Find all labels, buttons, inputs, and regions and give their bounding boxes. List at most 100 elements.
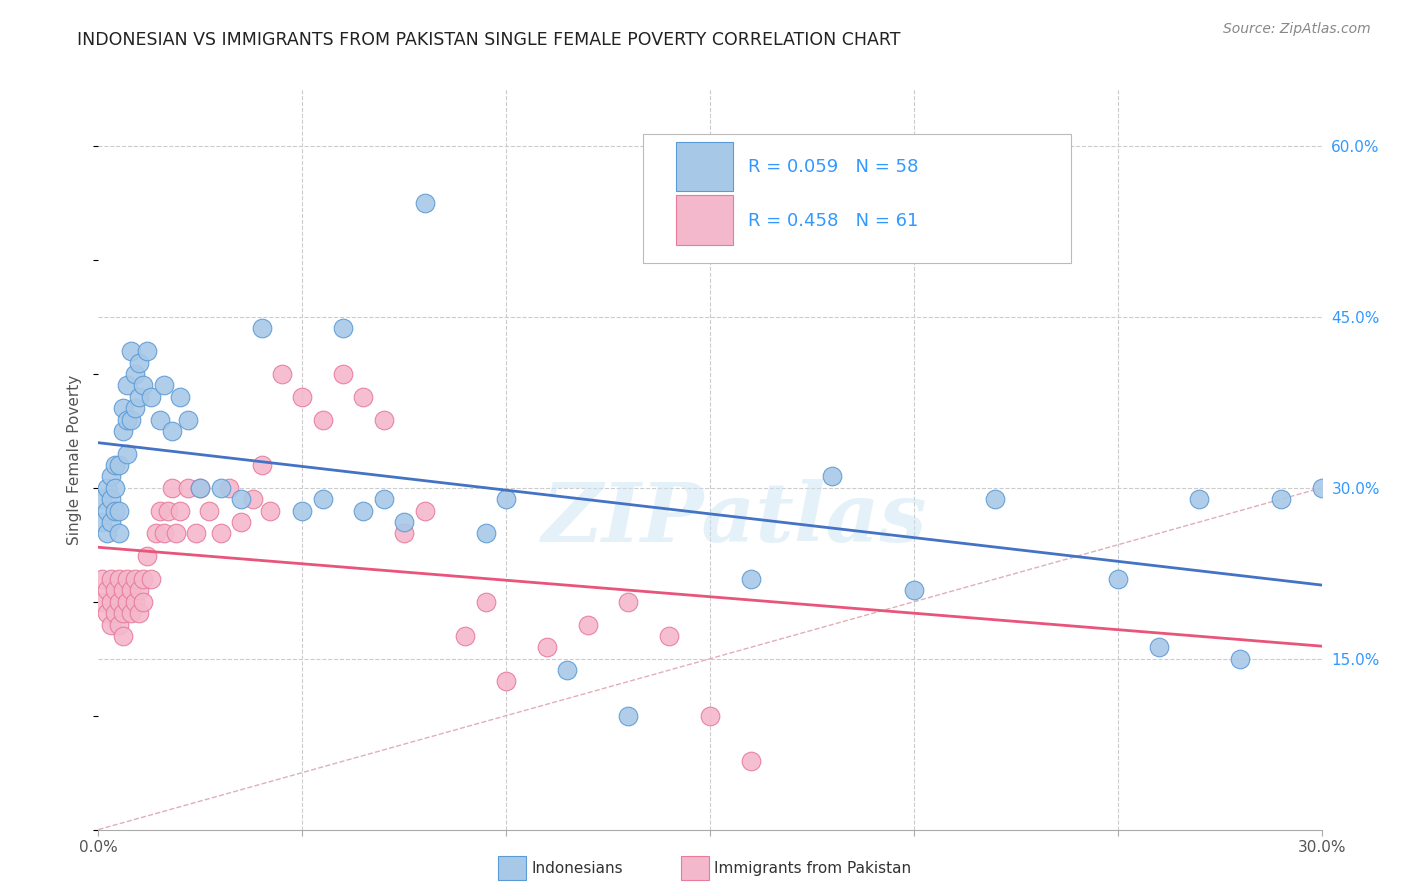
Point: [100, 469, 122, 483]
Point: [454, 629, 477, 643]
Point: [124, 595, 146, 609]
Point: [124, 572, 146, 586]
Point: [115, 572, 138, 586]
Point: [536, 640, 558, 655]
Point: [141, 572, 163, 586]
Point: [413, 503, 436, 517]
Point: [128, 583, 150, 598]
Text: R = 0.458   N = 61: R = 0.458 N = 61: [748, 211, 918, 229]
Point: [312, 492, 335, 507]
Point: [96, 481, 118, 495]
Point: [120, 606, 142, 620]
Point: [373, 492, 395, 507]
Point: [352, 390, 374, 404]
Point: [188, 481, 212, 495]
Point: [104, 503, 127, 517]
Point: [160, 424, 183, 438]
Point: [495, 674, 517, 689]
Point: [152, 378, 174, 392]
Point: [291, 390, 314, 404]
Point: [169, 390, 191, 404]
Point: [111, 629, 134, 643]
Point: [1229, 651, 1251, 665]
Point: [984, 492, 1007, 507]
Point: [197, 503, 219, 517]
Point: [617, 595, 640, 609]
Point: [100, 515, 122, 529]
FancyBboxPatch shape: [643, 134, 1071, 263]
Point: [111, 401, 134, 416]
Point: [149, 412, 172, 426]
Point: [177, 481, 200, 495]
Point: [474, 526, 498, 541]
Y-axis label: Single Female Poverty: Single Female Poverty: [67, 375, 83, 544]
Point: [128, 355, 150, 369]
Point: [474, 595, 498, 609]
Point: [104, 458, 127, 472]
Point: [132, 378, 155, 392]
Point: [108, 595, 131, 609]
Point: [218, 481, 240, 495]
Point: [740, 754, 762, 768]
Text: Immigrants from Pakistan: Immigrants from Pakistan: [714, 862, 911, 876]
Point: [104, 583, 127, 598]
Point: [115, 595, 138, 609]
Point: [96, 606, 118, 620]
Point: [270, 367, 294, 381]
Text: INDONESIAN VS IMMIGRANTS FROM PAKISTAN SINGLE FEMALE POVERTY CORRELATION CHART: INDONESIAN VS IMMIGRANTS FROM PAKISTAN S…: [77, 31, 901, 49]
Point: [576, 617, 599, 632]
Point: [1188, 492, 1211, 507]
Point: [120, 412, 142, 426]
Point: [392, 526, 416, 541]
Point: [156, 503, 179, 517]
Point: [108, 617, 131, 632]
Point: [132, 595, 155, 609]
Point: [312, 412, 335, 426]
Point: [136, 549, 159, 564]
Point: [145, 526, 167, 541]
Point: [903, 583, 925, 598]
Point: [165, 526, 187, 541]
Text: Indonesians: Indonesians: [531, 862, 623, 876]
FancyBboxPatch shape: [676, 195, 734, 245]
Point: [111, 583, 134, 598]
Point: [96, 503, 118, 517]
Point: [124, 401, 146, 416]
Point: [352, 503, 374, 517]
Point: [120, 344, 142, 359]
Point: [495, 492, 517, 507]
Point: [1107, 572, 1129, 586]
Point: [115, 378, 138, 392]
Point: [821, 469, 844, 483]
Point: [128, 606, 150, 620]
Point: [108, 503, 131, 517]
Point: [332, 321, 354, 335]
Point: [96, 526, 118, 541]
FancyBboxPatch shape: [676, 142, 734, 191]
Point: [209, 481, 232, 495]
Point: [1310, 481, 1333, 495]
Point: [740, 572, 762, 586]
Point: [115, 412, 138, 426]
Point: [100, 595, 122, 609]
Point: [152, 526, 174, 541]
Point: [250, 458, 273, 472]
Point: [699, 708, 721, 723]
Point: [231, 492, 253, 507]
Point: [1147, 640, 1170, 655]
Point: [177, 412, 200, 426]
Point: [91, 595, 114, 609]
Point: [120, 583, 142, 598]
Point: [96, 583, 118, 598]
Text: R = 0.059   N = 58: R = 0.059 N = 58: [748, 158, 918, 176]
Point: [160, 481, 183, 495]
Point: [128, 390, 150, 404]
Point: [91, 572, 114, 586]
Text: Source: ZipAtlas.com: Source: ZipAtlas.com: [1223, 22, 1371, 37]
Point: [100, 617, 122, 632]
Point: [132, 572, 155, 586]
Point: [332, 367, 354, 381]
Point: [413, 196, 436, 211]
Point: [108, 572, 131, 586]
Point: [115, 447, 138, 461]
